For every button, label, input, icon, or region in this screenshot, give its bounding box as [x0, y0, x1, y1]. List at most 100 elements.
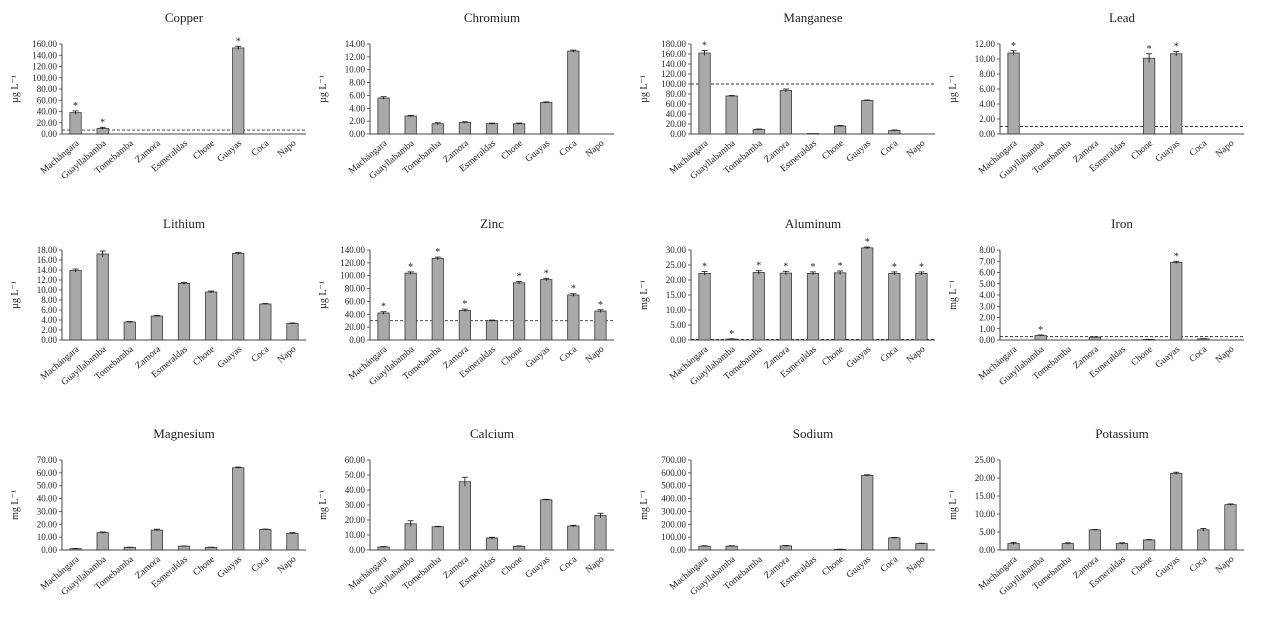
x-tick-label: Guayas: [524, 138, 552, 164]
bar: [177, 283, 191, 341]
x-tick-label: Guayas: [1154, 138, 1182, 164]
bar: [458, 122, 471, 135]
x-tick-label: Chone: [192, 139, 217, 163]
panel-title: Aluminum: [785, 216, 841, 231]
bar: [150, 529, 163, 551]
y-tick-label: 60.00: [37, 468, 58, 478]
bar: [286, 323, 299, 341]
x-tick-label: Chone: [821, 345, 846, 369]
bar: [915, 543, 928, 551]
y-tick-label: 12.00: [345, 52, 366, 62]
y-tick-label: 60.00: [345, 455, 366, 465]
x-tick-label: Coca: [558, 344, 580, 365]
bar: [1170, 472, 1183, 551]
y-tick-label: 30.00: [37, 506, 58, 516]
bar: [594, 515, 607, 551]
bar: [286, 532, 299, 551]
x-tick-label: Napo: [276, 344, 298, 365]
bar: [404, 523, 417, 551]
significance-marker: *: [100, 117, 105, 128]
y-tick-label: 2.00: [349, 116, 365, 126]
bar: [779, 545, 792, 551]
y-tick-label: 100.00: [340, 271, 365, 281]
y-tick-label: 20.00: [666, 275, 687, 285]
bar: [1224, 504, 1237, 551]
x-tick-label: Coca: [879, 344, 901, 365]
y-tick-label: 6.00: [979, 84, 995, 94]
y-tick-label: 0.00: [979, 129, 995, 139]
x-tick-label: Guayas: [524, 554, 552, 580]
y-tick-label: 5.00: [670, 320, 686, 330]
y-axis-label: µg L⁻¹: [948, 75, 959, 103]
chart-panel: Iron mg L⁻¹ 0.001.002.00 3.004.005.006.00 7.…: [948, 216, 1244, 388]
x-tick-label: Napo: [276, 138, 298, 159]
y-tick-label: 30.00: [666, 245, 687, 255]
x-tick-label: Chone: [192, 555, 217, 579]
bar: [1088, 336, 1101, 341]
y-tick-label: 40.00: [37, 107, 58, 117]
bar: [69, 270, 82, 341]
bar: [205, 291, 218, 341]
x-tick-label: Napo: [905, 344, 927, 365]
bar: [513, 282, 526, 341]
y-axis-label: mg L⁻¹: [948, 280, 959, 310]
significance-marker: *: [702, 41, 707, 52]
y-tick-label: 0.00: [41, 545, 57, 555]
y-tick-label: 25.00: [975, 455, 996, 465]
y-tick-label: 60.00: [345, 296, 366, 306]
y-tick-label: 20.00: [37, 118, 58, 128]
y-tick-label: 140.00: [340, 245, 365, 255]
y-tick-label: 140.00: [661, 59, 686, 69]
bar: [1143, 57, 1156, 135]
y-tick-label: 14.00: [37, 265, 58, 275]
y-tick-label: 3.00: [979, 301, 995, 311]
y-tick-label: 0.00: [670, 335, 686, 345]
bar: [431, 123, 444, 135]
x-tick-label: Guayas: [1154, 554, 1182, 580]
y-axis-label: mg L⁻¹: [10, 490, 21, 520]
panel-title: Manganese: [783, 10, 842, 25]
y-tick-label: 40.00: [666, 109, 687, 119]
y-tick-label: 0.00: [979, 545, 995, 555]
bar: [123, 321, 136, 341]
y-tick-label: 8.00: [979, 245, 995, 255]
significance-marker: *: [1038, 325, 1043, 336]
bar: [404, 272, 417, 341]
chart-panel: Zinc µg L⁻¹ 0.00 20.00 40.00 60.00 80.00 100.00…: [318, 216, 614, 388]
y-tick-label: 2.00: [979, 313, 995, 323]
x-tick-label: Guayas: [845, 554, 873, 580]
bar: [752, 129, 765, 135]
bar: [861, 475, 874, 551]
bar: [540, 499, 553, 551]
x-tick-label: Coca: [1188, 554, 1210, 575]
y-tick-label: 60.00: [37, 95, 58, 105]
y-axis-label: µg L⁻¹: [318, 75, 329, 103]
significance-marker: *: [838, 261, 843, 272]
bar: [177, 545, 191, 551]
x-tick-label: Chone: [1130, 555, 1155, 579]
bar: [725, 95, 738, 135]
y-tick-label: 15.00: [666, 290, 687, 300]
x-tick-label: Guayas: [216, 138, 244, 164]
y-tick-label: 600.00: [661, 468, 686, 478]
significance-marker: *: [1011, 41, 1016, 52]
x-tick-label: Napo: [276, 554, 298, 575]
bar: [431, 257, 444, 341]
significance-marker: *: [544, 268, 549, 279]
bar: [540, 279, 553, 341]
significance-marker: *: [598, 300, 603, 311]
y-tick-label: 300.00: [661, 506, 686, 516]
y-axis-label: mg L⁻¹: [948, 490, 959, 520]
y-tick-label: 10.00: [345, 530, 366, 540]
y-tick-label: 12.00: [975, 39, 996, 49]
bar: [377, 312, 390, 341]
y-tick-label: 0.00: [349, 335, 365, 345]
y-axis-label: µg L⁻¹: [318, 281, 329, 309]
bar: [752, 272, 765, 341]
bar: [834, 272, 847, 341]
y-tick-label: 120.00: [340, 258, 365, 268]
x-tick-label: Coca: [250, 554, 272, 575]
bar: [458, 310, 471, 341]
y-tick-label: 40.00: [345, 309, 366, 319]
